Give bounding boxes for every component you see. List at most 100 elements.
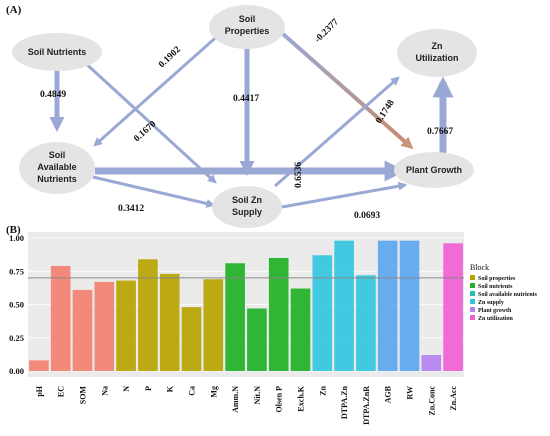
bar — [29, 360, 49, 371]
x-category-label: Ca — [188, 386, 197, 396]
path-diagram: (A) 0.4849 0.1902 0.1670 0.4417 -0.2377 … — [6, 4, 477, 228]
bar — [356, 275, 376, 371]
y-tick-label: 0.00 — [9, 366, 24, 376]
x-axis-categories: pH EC SOM Na N P K Ca Mg Amm.N Nit.N Olsen P Exch.K Z… — [35, 385, 458, 425]
bar — [203, 279, 224, 371]
bar — [159, 273, 180, 371]
y-tick-label: 0.75 — [9, 266, 24, 276]
node-zn-utilization-line2: Utilization — [416, 53, 459, 63]
legend: Block Soil properties Soil nutrients Soil a… — [470, 263, 538, 322]
x-category-label: DTPA.Zn — [340, 385, 349, 419]
node-soil-zn-supply: Soil Zn Supply — [212, 186, 282, 228]
coef-properties-to-supply: 0.4417 — [233, 94, 259, 104]
bar — [334, 240, 354, 371]
bar — [290, 288, 311, 371]
edge-available-to-supply — [92, 175, 216, 208]
coef-growth-to-utilization: 0.7667 — [427, 127, 453, 137]
node-soil-properties-line1: Soil — [239, 14, 256, 24]
bars — [29, 240, 463, 371]
node-plant-growth: Plant Growth — [394, 152, 474, 188]
legend-swatch — [470, 283, 475, 288]
x-category-label: pH — [35, 385, 44, 396]
node-soil-available-nutrients-line1: Soil — [49, 150, 66, 160]
node-soil-available-nutrients-line2: Available — [37, 162, 76, 172]
node-soil-properties: Soil Properties — [209, 5, 285, 49]
coef-properties-to-growth: -0.2377 — [313, 17, 341, 45]
x-category-label: N — [122, 386, 131, 392]
node-soil-available-nutrients: Soil Available Nutrients — [19, 142, 95, 194]
node-zn-utilization-line1: Zn — [432, 41, 443, 51]
coef-available-to-growth: 0.6536 — [294, 162, 304, 188]
node-soil-properties-line2: Properties — [225, 26, 270, 36]
x-category-label: AGB — [384, 385, 393, 403]
edge-supply-to-utilization — [274, 76, 400, 188]
legend-entry-label: Soil properties — [478, 276, 516, 282]
bar — [72, 289, 93, 371]
bar — [50, 265, 71, 371]
x-category-label: Zn.Conc — [427, 386, 436, 416]
x-category-label: Zn — [318, 385, 327, 395]
coef-available-to-supply: 0.3412 — [118, 204, 144, 214]
edge-nutrients-to-supply — [80, 58, 217, 184]
path-nodes: Soil Nutrients Soil Properties Zn Utiliz… — [12, 5, 477, 228]
bar — [225, 263, 245, 371]
legend-entry-label: Soil available nutrients — [478, 292, 538, 298]
bar — [116, 280, 136, 371]
panel-a-label: (A) — [6, 4, 22, 16]
x-category-label: Exch.K — [297, 385, 306, 411]
path-edges — [49, 30, 454, 209]
bar — [443, 243, 463, 371]
bar — [268, 257, 289, 371]
coef-supply-to-growth: 0.0693 — [354, 211, 380, 221]
coef-properties-to-available: 0.1902 — [157, 45, 183, 71]
coef-nutrients-to-available: 0.4849 — [40, 90, 66, 100]
bar — [421, 355, 442, 371]
edge-supply-to-growth — [281, 181, 408, 209]
x-category-label: P — [144, 386, 153, 391]
bar — [94, 281, 115, 371]
legend-swatch — [470, 315, 475, 320]
coef-nutrients-to-supply: 0.1670 — [132, 119, 158, 144]
coef-supply-to-utilization: 0.1748 — [374, 98, 397, 126]
bar — [247, 308, 267, 371]
legend-title: Block — [470, 263, 489, 272]
legend-entry-label: Plant growth — [478, 308, 512, 314]
legend-entry-label: Zn utilization — [478, 316, 514, 322]
x-category-label: Zn.Acc — [449, 386, 458, 411]
x-category-label: RW — [406, 386, 415, 400]
x-category-label: Amm.N — [231, 386, 240, 413]
x-category-label: SOM — [79, 386, 88, 405]
node-soil-nutrients: Soil Nutrients — [12, 33, 102, 71]
x-category-label: EC — [57, 386, 66, 397]
node-zn-utilization: Zn Utilization — [397, 29, 477, 77]
x-category-label: K — [166, 385, 175, 392]
x-category-label: Mg — [209, 386, 218, 398]
legend-swatch — [470, 291, 475, 296]
panel-b-label: (B) — [6, 224, 21, 236]
edge-properties-to-growth — [281, 32, 414, 150]
y-tick-label: 0.50 — [9, 300, 24, 310]
x-category-label: DTPA.ZnR — [362, 386, 371, 425]
edge-properties-to-available — [93, 30, 223, 147]
y-tick-label: 1.00 — [9, 233, 24, 243]
node-soil-nutrients-label: Soil Nutrients — [28, 47, 87, 57]
legend-swatch — [470, 307, 475, 312]
node-soil-available-nutrients-line3: Nutrients — [37, 174, 77, 184]
bar — [377, 240, 398, 371]
bar-chart: (B) 0.00 0.25 0.50 0.75 1.00 pH EC SOM Na N P K Ca M… — [6, 224, 538, 425]
x-category-label: Nit.N — [253, 386, 262, 405]
bar — [181, 307, 202, 371]
x-category-label: Na — [100, 386, 109, 396]
bar — [399, 240, 420, 371]
y-axis-ticks: 0.00 0.25 0.50 0.75 1.00 — [9, 233, 24, 376]
y-tick-label: 0.25 — [9, 333, 24, 343]
node-soil-zn-supply-line2: Supply — [232, 207, 262, 217]
x-category-label: Olsen P — [275, 386, 284, 413]
bar — [138, 259, 158, 371]
legend-entry-label: Soil nutrients — [478, 284, 513, 290]
node-plant-growth-label: Plant Growth — [406, 165, 462, 175]
bar — [312, 255, 333, 371]
node-soil-zn-supply-line1: Soil Zn — [232, 195, 262, 205]
